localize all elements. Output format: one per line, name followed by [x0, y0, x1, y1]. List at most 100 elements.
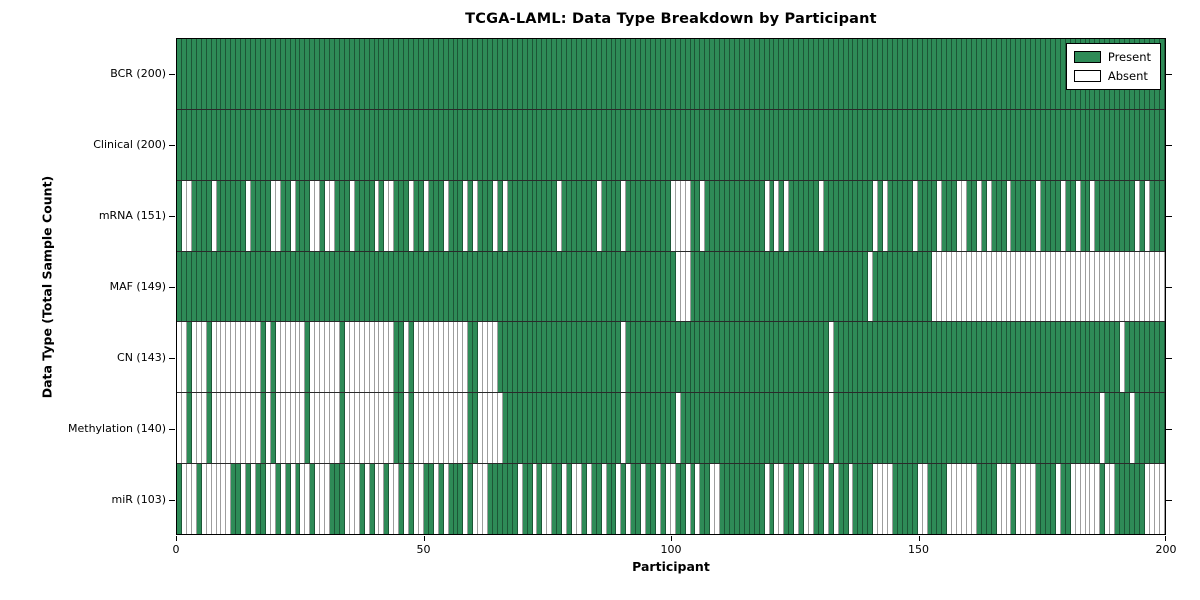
cell-absent: [1100, 393, 1106, 464]
y-tick-mark: [1166, 74, 1172, 75]
cell-absent: [493, 393, 498, 464]
cell-present: [493, 251, 498, 322]
cell-present: [1031, 39, 1037, 109]
cell-present: [379, 39, 385, 109]
cell-present: [1001, 180, 1007, 251]
cell-absent: [1129, 393, 1135, 464]
cell-present: [349, 109, 355, 180]
cell-present: [774, 393, 780, 464]
cell-present: [591, 109, 597, 180]
cell-present: [330, 251, 335, 322]
cell-present: [1006, 39, 1012, 109]
cell-absent: [221, 464, 227, 535]
cell-present: [764, 39, 770, 109]
cell-absent: [473, 464, 479, 535]
cell-absent: [463, 322, 469, 393]
cell-present: [1036, 322, 1042, 393]
cell-present: [1026, 180, 1032, 251]
cell-present: [626, 109, 632, 180]
cell-present: [1046, 180, 1051, 251]
cell-present: [774, 322, 780, 393]
cell-present: [641, 393, 647, 464]
cell-absent: [414, 322, 419, 393]
cell-present: [848, 251, 854, 322]
cell-present: [1120, 109, 1125, 180]
cell-present: [458, 464, 464, 535]
cell-present: [853, 393, 859, 464]
cell-present: [670, 109, 676, 180]
cell-present: [596, 39, 602, 109]
cell-present: [651, 464, 656, 535]
cell-absent: [621, 180, 627, 251]
cell-absent: [369, 393, 375, 464]
cell-present: [567, 464, 572, 535]
cell-present: [1125, 180, 1130, 251]
cell-present: [981, 109, 987, 180]
cell-present: [290, 109, 296, 180]
cell-present: [300, 39, 306, 109]
cell-present: [502, 39, 508, 109]
cell-present: [1001, 39, 1007, 109]
cell-absent: [344, 393, 350, 464]
cell-present: [611, 464, 617, 535]
cell-present: [1055, 39, 1061, 109]
cell-present: [181, 39, 187, 109]
cell-absent: [418, 393, 424, 464]
cell-present: [246, 39, 252, 109]
cell-present: [976, 39, 982, 109]
cell-present: [1159, 322, 1165, 393]
cell-present: [843, 109, 849, 180]
cell-present: [1125, 109, 1130, 180]
cell-present: [1006, 109, 1012, 180]
cell-present: [1134, 109, 1140, 180]
cell-present: [769, 322, 775, 393]
cell-absent: [433, 464, 439, 535]
cell-absent: [1110, 464, 1116, 535]
cell-present: [626, 251, 632, 322]
cell-present: [690, 109, 696, 180]
cell-present: [1060, 322, 1066, 393]
cell-present: [601, 39, 607, 109]
cell-present: [453, 464, 459, 535]
cell-present: [586, 109, 592, 180]
cell-absent: [418, 464, 424, 535]
cell-present: [710, 39, 716, 109]
cell-present: [927, 180, 933, 251]
cell-present: [947, 393, 953, 464]
cell-absent: [463, 180, 469, 251]
cell-present: [976, 322, 982, 393]
cell-present: [967, 39, 972, 109]
cell-present: [912, 464, 918, 535]
cell-present: [596, 322, 602, 393]
cell-present: [591, 393, 597, 464]
cell-absent: [315, 322, 321, 393]
cell-present: [971, 322, 977, 393]
cell-present: [971, 393, 977, 464]
cell-present: [443, 39, 449, 109]
cell-present: [374, 109, 380, 180]
cell-present: [670, 322, 676, 393]
cell-present: [522, 322, 528, 393]
cell-absent: [438, 393, 444, 464]
cell-present: [932, 180, 938, 251]
cell-absent: [576, 464, 582, 535]
cell-present: [1016, 180, 1022, 251]
cell-present: [1095, 322, 1101, 393]
cell-present: [660, 39, 666, 109]
cell-present: [369, 251, 375, 322]
cell-absent: [211, 393, 217, 464]
cell-present: [636, 251, 642, 322]
cell-present: [1070, 180, 1076, 251]
cell-present: [621, 39, 627, 109]
cell-absent: [325, 180, 331, 251]
cell-present: [606, 180, 612, 251]
cell-absent: [404, 322, 410, 393]
cell-absent: [1120, 322, 1125, 393]
cell-present: [260, 251, 266, 322]
cell-present: [483, 109, 489, 180]
cell-present: [1149, 322, 1155, 393]
cell-absent: [1036, 251, 1042, 322]
cell-present: [705, 322, 711, 393]
cell-present: [290, 39, 296, 109]
cell-present: [838, 322, 844, 393]
